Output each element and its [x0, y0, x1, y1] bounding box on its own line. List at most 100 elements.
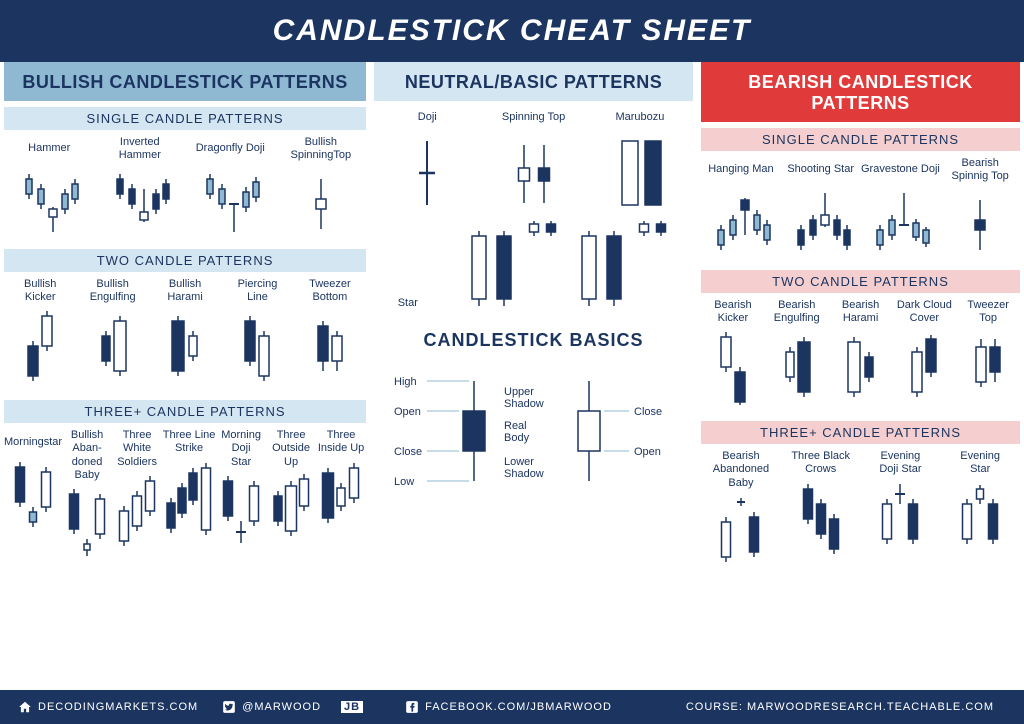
pattern-diagram: [772, 327, 822, 411]
bearish-two-header: TWO CANDLE PATTERNS: [701, 270, 1020, 293]
footer: DECODINGMARKETS.COM @MARWOODJB FACEBOOK.…: [0, 690, 1024, 724]
pattern-diagram: [232, 306, 282, 390]
pattern-label: Doji: [418, 105, 437, 131]
twitter-icon: [222, 700, 236, 714]
pattern-cell: Bullish SpinningTop: [276, 136, 367, 239]
pattern-cell: Bearish Kicker: [701, 299, 765, 412]
svg-text:High: High: [394, 376, 417, 388]
pattern-cell: Three Black Crows: [781, 450, 861, 563]
pattern-label: Evening Star: [960, 450, 1000, 476]
svg-text:Real: Real: [504, 420, 527, 432]
basics-header: CANDLESTICK BASICS: [374, 322, 693, 359]
pattern-diagram: [15, 306, 65, 390]
star-diagram: [439, 221, 679, 316]
pattern-label: Piercing Line: [238, 278, 278, 304]
pattern-diagram: [963, 327, 1013, 411]
pattern-cell: Hammer: [4, 136, 95, 238]
svg-text:Open: Open: [634, 446, 661, 458]
pattern-label: Bullish SpinningTop: [291, 136, 352, 162]
pattern-diagram: [899, 327, 949, 411]
pattern-cell: Bullish Harami: [149, 278, 221, 391]
pattern-cell: Gravestone Doji: [861, 157, 941, 259]
svg-text:Upper: Upper: [504, 386, 534, 398]
pattern-diagram: [714, 492, 768, 576]
pattern-diagram: [711, 185, 771, 259]
pattern-label: Three Outside Up: [266, 429, 316, 469]
page-title: CANDLESTICK CHEAT SHEET: [0, 0, 1024, 62]
pattern-label: Marubozu: [615, 105, 664, 131]
bearish-single-header: SINGLE CANDLE PATTERNS: [701, 128, 1020, 151]
pattern-cell: Bearish Spinnig Top: [940, 157, 1020, 260]
pattern-diagram: [499, 133, 569, 217]
pattern-label: Shooting Star: [787, 157, 854, 183]
pattern-cell: Bullish Kicker: [4, 278, 76, 391]
pattern-diagram: [291, 164, 351, 238]
pattern-label: Morning Doji Star: [216, 429, 266, 469]
pattern-label: Bullish Harami: [167, 278, 202, 304]
pattern-diagram: [200, 164, 260, 238]
svg-text:Close: Close: [634, 406, 662, 418]
footer-course: COURSE: MARWOODRESEARCH.TEACHABLE.COM: [686, 701, 994, 713]
pattern-label: Three Line Strike: [163, 429, 216, 455]
pattern-diagram: [266, 471, 316, 555]
pattern-diagram: [110, 164, 170, 238]
bullish-single-header: SINGLE CANDLE PATTERNS: [4, 107, 366, 130]
pattern-cell: Bullish Aban- doned Baby: [62, 429, 112, 568]
svg-text:Close: Close: [394, 446, 422, 458]
pattern-label: Evening Doji Star: [879, 450, 921, 476]
pattern-diagram: [955, 479, 1005, 563]
pattern-label: Inverted Hammer: [119, 136, 161, 162]
pattern-cell: Three Outside Up: [266, 429, 316, 555]
pattern-cell: Evening Star: [940, 450, 1020, 563]
svg-text:Shadow: Shadow: [504, 398, 544, 410]
pattern-label: Bearish Harami: [842, 299, 879, 325]
pattern-diagram: [8, 457, 58, 541]
svg-text:Open: Open: [394, 406, 421, 418]
pattern-diagram: [870, 185, 930, 259]
pattern-label: Dragonfly Doji: [196, 136, 265, 162]
svg-text:Low: Low: [394, 476, 414, 488]
pattern-cell: Shooting Star: [781, 157, 861, 259]
neutral-header: NEUTRAL/BASIC PATTERNS: [374, 62, 693, 101]
pattern-cell: Marubozu: [587, 105, 693, 217]
pattern-cell: Piercing Line: [221, 278, 293, 391]
pattern-diagram: [791, 185, 851, 259]
home-icon: [18, 700, 32, 714]
pattern-label: Tweezer Bottom: [309, 278, 351, 304]
pattern-cell: Dark Cloud Cover: [892, 299, 956, 412]
pattern-cell: Three White Soldiers: [112, 429, 162, 555]
pattern-cell: Three Line Strike: [162, 429, 216, 542]
pattern-diagram: [605, 133, 675, 217]
pattern-label: Hammer: [28, 136, 70, 162]
pattern-cell: Spinning Top: [480, 105, 586, 217]
pattern-label: Gravestone Doji: [861, 157, 940, 183]
pattern-label: Bearish Spinnig Top: [952, 157, 1009, 183]
pattern-diagram: [316, 458, 366, 542]
svg-text:Lower: Lower: [504, 456, 534, 468]
footer-twitter: @MARWOODJB: [242, 701, 381, 713]
pattern-cell: Dragonfly Doji: [185, 136, 276, 238]
pattern-cell: Tweezer Top: [956, 299, 1020, 412]
pattern-label: Three Inside Up: [318, 429, 364, 455]
bearish-column: BEARISH CANDLESTICK PATTERNS SINGLE CAND…: [697, 62, 1024, 690]
pattern-cell: Morningstar: [4, 429, 62, 541]
pattern-diagram: [836, 327, 886, 411]
pattern-label: Bullish Aban- doned Baby: [62, 429, 112, 482]
bullish-column: BULLISH CANDLESTICK PATTERNS SINGLE CAND…: [0, 62, 370, 690]
bullish-three-header: THREE+ CANDLE PATTERNS: [4, 400, 366, 423]
pattern-diagram: [708, 327, 758, 411]
pattern-cell: Three Inside Up: [316, 429, 366, 542]
pattern-label: Morningstar: [4, 429, 62, 455]
pattern-cell: Morning Doji Star: [216, 429, 266, 555]
pattern-diagram: [160, 306, 210, 390]
pattern-cell: Hanging Man: [701, 157, 781, 259]
bullish-two-header: TWO CANDLE PATTERNS: [4, 249, 366, 272]
pattern-diagram: [397, 133, 457, 217]
star-label: Star: [398, 290, 418, 316]
pattern-label: Three Black Crows: [791, 450, 850, 476]
neutral-column: NEUTRAL/BASIC PATTERNS Doji Spinning Top M…: [370, 62, 697, 690]
pattern-label: Tweezer Top: [967, 299, 1009, 325]
pattern-label: Bullish Engulfing: [90, 278, 136, 304]
columns-container: BULLISH CANDLESTICK PATTERNS SINGLE CAND…: [0, 62, 1024, 690]
pattern-label: Bearish Abandoned Baby: [701, 450, 781, 490]
